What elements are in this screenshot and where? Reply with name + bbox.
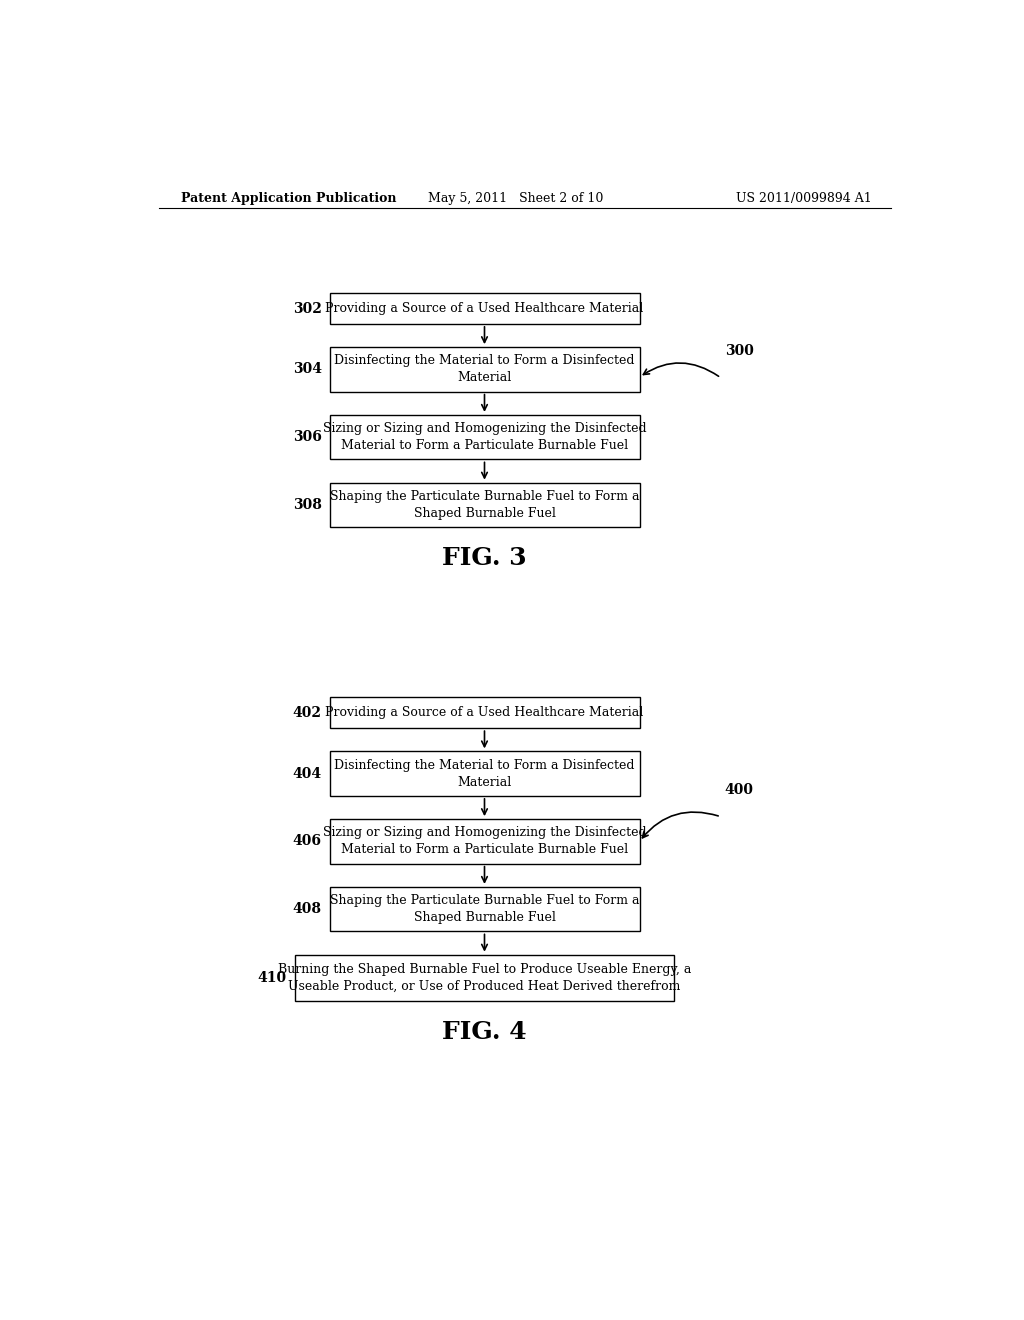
FancyBboxPatch shape — [330, 414, 640, 459]
Text: 402: 402 — [293, 706, 322, 719]
FancyBboxPatch shape — [330, 887, 640, 932]
Text: Shaping the Particulate Burnable Fuel to Form a
Shaped Burnable Fuel: Shaping the Particulate Burnable Fuel to… — [330, 894, 639, 924]
FancyBboxPatch shape — [295, 954, 675, 1001]
Text: 308: 308 — [293, 498, 322, 512]
Text: 410: 410 — [258, 970, 287, 985]
Text: Shaping the Particulate Burnable Fuel to Form a
Shaped Burnable Fuel: Shaping the Particulate Burnable Fuel to… — [330, 490, 639, 520]
FancyBboxPatch shape — [330, 697, 640, 729]
FancyBboxPatch shape — [330, 818, 640, 863]
Text: May 5, 2011   Sheet 2 of 10: May 5, 2011 Sheet 2 of 10 — [428, 191, 603, 205]
Text: Patent Application Publication: Patent Application Publication — [180, 191, 396, 205]
Text: FIG. 4: FIG. 4 — [442, 1019, 526, 1044]
Text: Sizing or Sizing and Homogenizing the Disinfected
Material to Form a Particulate: Sizing or Sizing and Homogenizing the Di… — [323, 422, 646, 453]
Text: Disinfecting the Material to Form a Disinfected
Material: Disinfecting the Material to Form a Disi… — [334, 354, 635, 384]
FancyBboxPatch shape — [330, 483, 640, 527]
Text: FIG. 3: FIG. 3 — [442, 546, 526, 570]
Text: Sizing or Sizing and Homogenizing the Disinfected
Material to Form a Particulate: Sizing or Sizing and Homogenizing the Di… — [323, 826, 646, 857]
Text: Providing a Source of a Used Healthcare Material: Providing a Source of a Used Healthcare … — [326, 706, 644, 719]
Text: US 2011/0099894 A1: US 2011/0099894 A1 — [736, 191, 872, 205]
FancyBboxPatch shape — [330, 347, 640, 392]
Text: 404: 404 — [293, 767, 322, 780]
Text: 400: 400 — [725, 783, 754, 797]
Text: 306: 306 — [293, 430, 322, 444]
Text: 304: 304 — [293, 363, 322, 376]
FancyBboxPatch shape — [330, 293, 640, 323]
FancyBboxPatch shape — [330, 751, 640, 796]
Text: Providing a Source of a Used Healthcare Material: Providing a Source of a Used Healthcare … — [326, 302, 644, 315]
Text: 300: 300 — [725, 345, 754, 358]
Text: 408: 408 — [293, 902, 322, 916]
Text: Burning the Shaped Burnable Fuel to Produce Useable Energy, a
Useable Product, o: Burning the Shaped Burnable Fuel to Prod… — [278, 962, 691, 993]
Text: 406: 406 — [293, 834, 322, 849]
Text: Disinfecting the Material to Form a Disinfected
Material: Disinfecting the Material to Form a Disi… — [334, 759, 635, 788]
Text: 302: 302 — [293, 301, 322, 315]
